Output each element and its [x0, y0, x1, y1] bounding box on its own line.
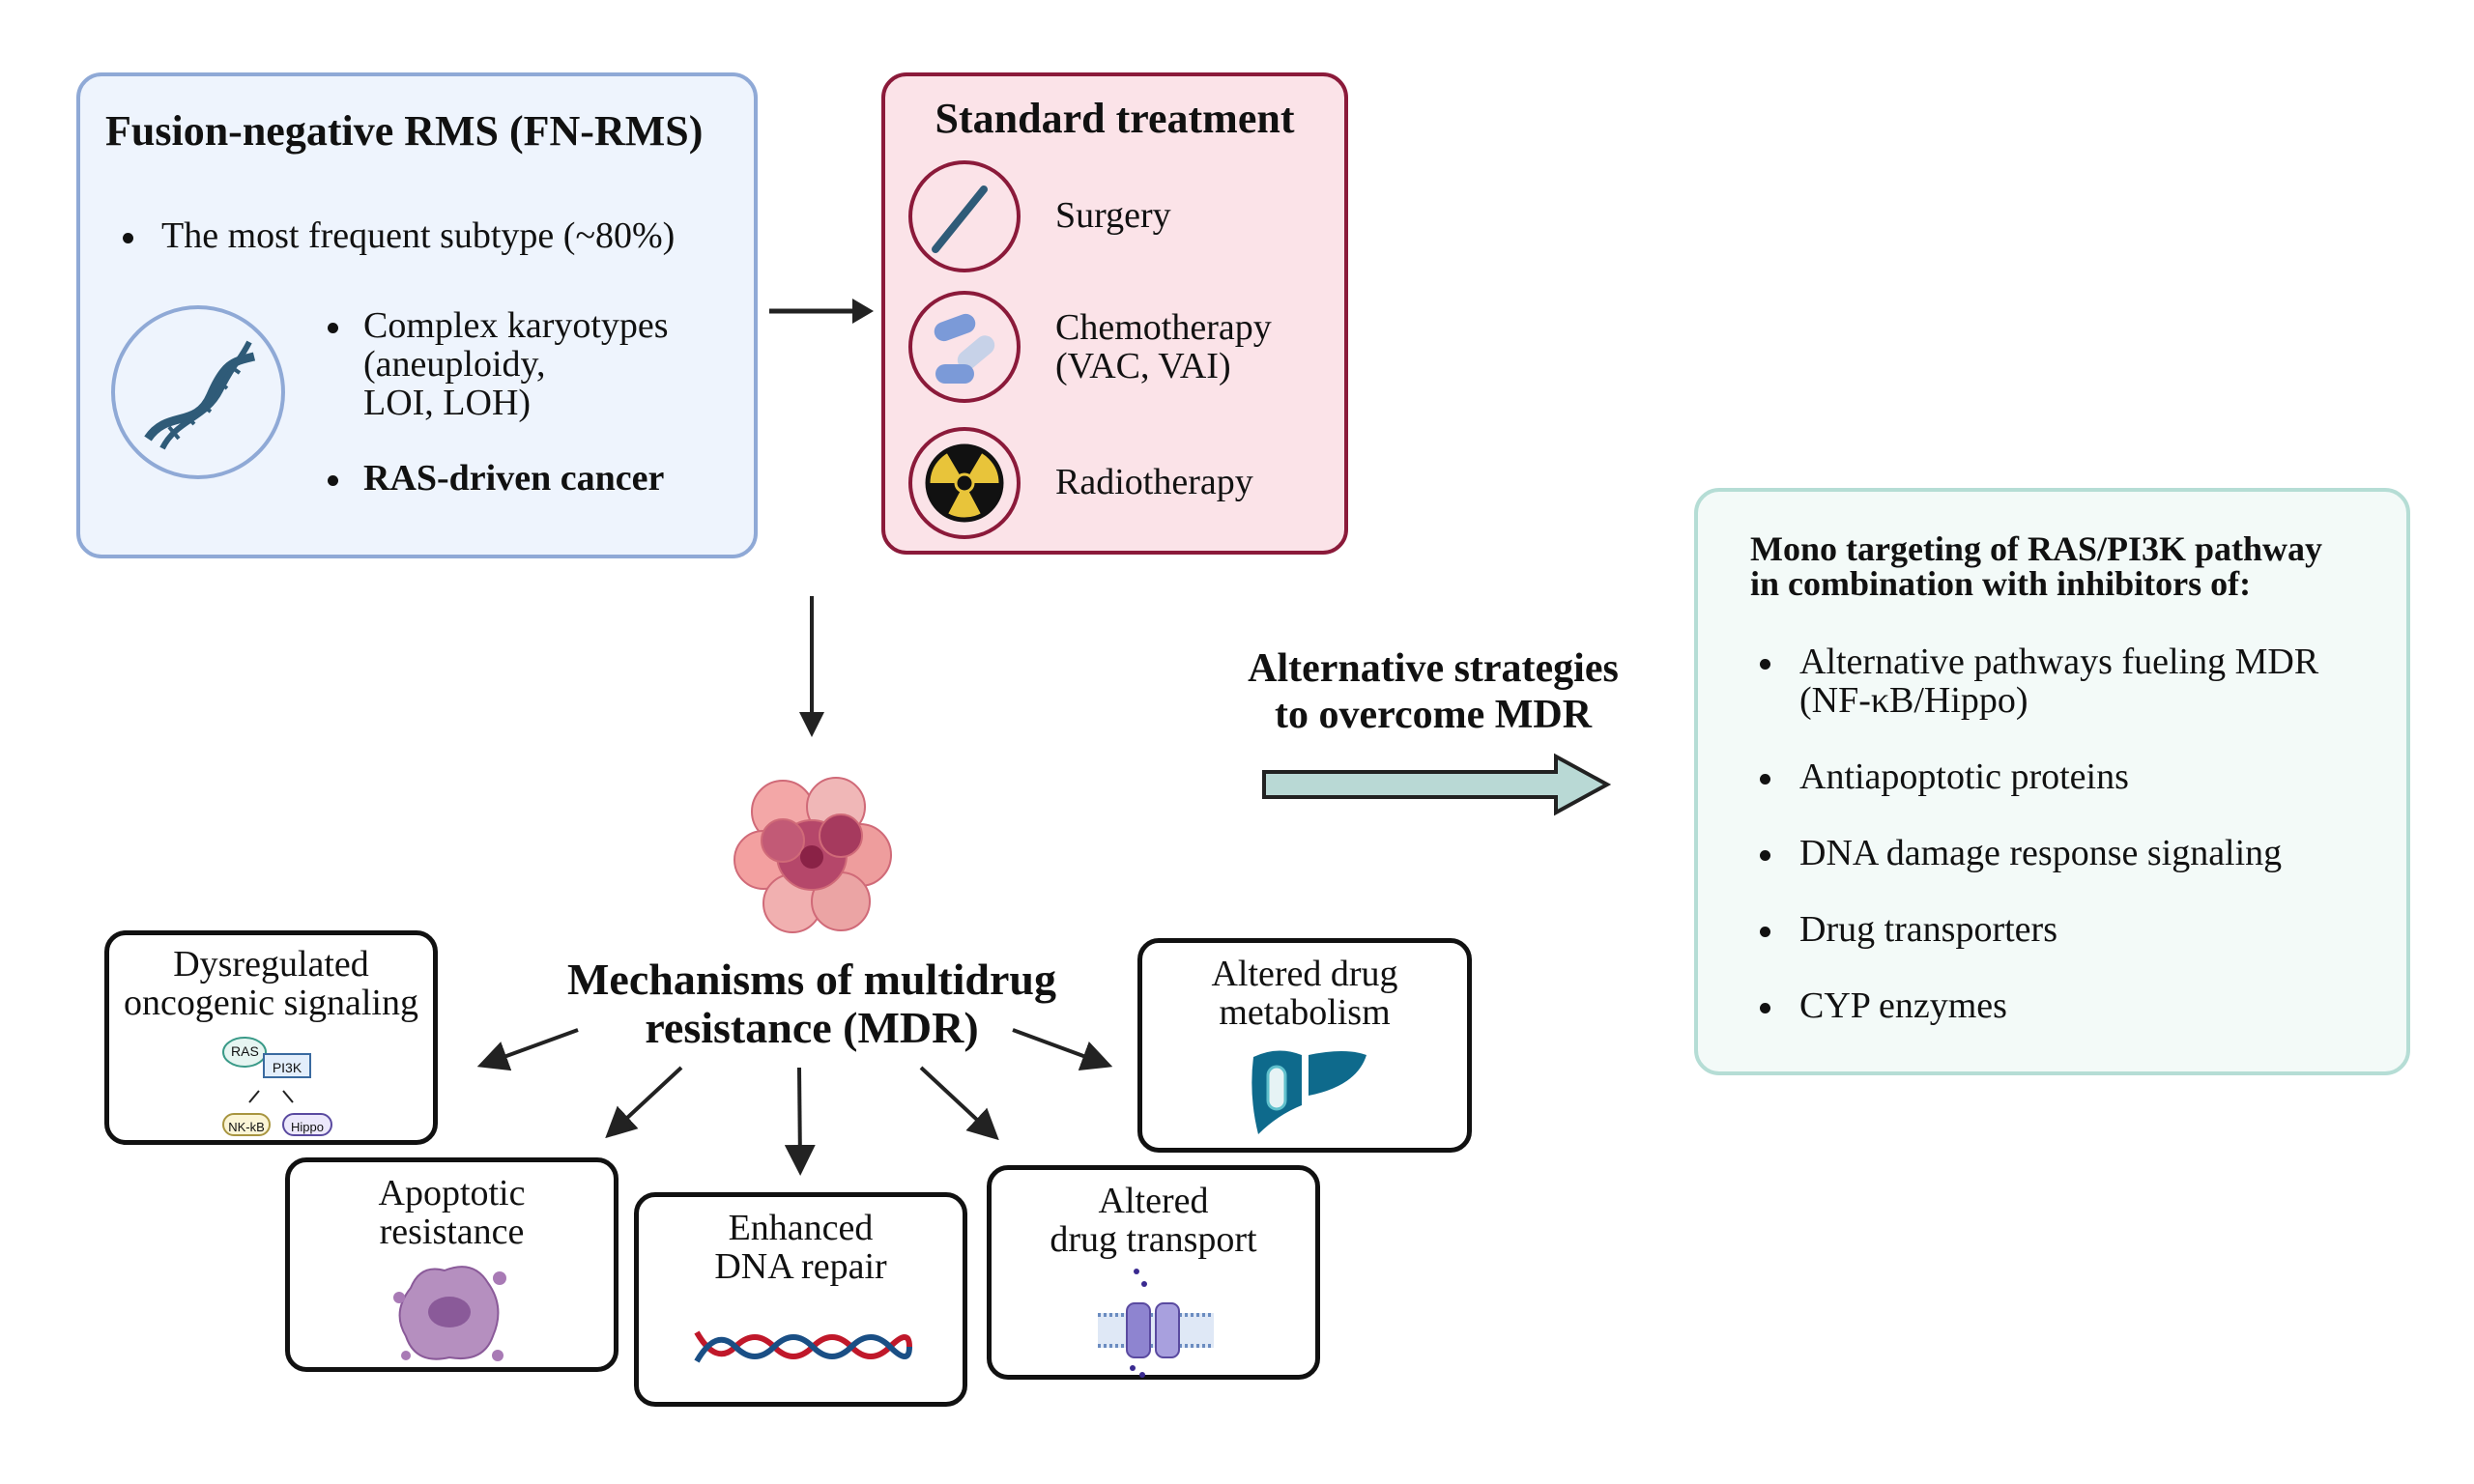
mechanism-drug-transport: Altered drug transport [987, 1165, 1320, 1380]
arrow-to-mdr [799, 596, 824, 737]
bullet-karyotypes: Complex karyotypes [363, 305, 669, 346]
bullet-karyotypes-3: LOI, LOH) [363, 383, 532, 423]
mech-label: Dysregulated [173, 944, 369, 985]
strategies-arrow [1262, 753, 1612, 816]
mech-label: DNA repair [714, 1246, 887, 1287]
dna-icon [111, 305, 285, 479]
target-ddr: DNA damage response signaling [1799, 833, 2283, 873]
mech-label: oncogenic signaling [124, 983, 418, 1023]
liver-icon [1251, 1050, 1366, 1134]
mdr-title-2: resistance (MDR) [645, 1003, 979, 1052]
mech-label: metabolism [1219, 992, 1391, 1033]
mech-label: drug transport [1050, 1219, 1257, 1260]
treatment-surgery: Surgery [1055, 195, 1171, 236]
mech-label: Altered drug [1211, 954, 1398, 994]
mech-label: Enhanced [728, 1208, 874, 1248]
mechanism-drug-metabolism: Altered drug metabolism [1137, 938, 1472, 1153]
treatment-title: Standard treatment [935, 95, 1295, 142]
node-pi3k: PI3K [272, 1060, 302, 1075]
signaling-pathway-icon [222, 1037, 332, 1136]
node-nfkb: NK-kB [228, 1120, 265, 1134]
mech-label: Altered [1098, 1181, 1209, 1221]
target-antiapoptotic: Antiapoptotic proteins [1799, 756, 2129, 797]
radiation-icon [908, 427, 1021, 539]
apoptotic-cell-icon [393, 1266, 506, 1361]
treatment-box: Standard treatment Surgery Chemotherapy … [881, 72, 1348, 555]
treatment-chemo: Chemotherapy [1055, 307, 1272, 348]
target-alt-pathways-2: (NF-κB/Hippo) [1799, 680, 2028, 721]
scalpel-icon [908, 160, 1021, 272]
targeting-box: Mono targeting of RAS/PI3K pathway in co… [1694, 488, 2410, 1075]
mech-label: Apoptotic [378, 1173, 526, 1213]
transporter-icon [1098, 1269, 1214, 1378]
arrow-to-treatment [769, 299, 874, 324]
bullet-karyotypes-2: (aneuploidy, [363, 344, 546, 385]
strategies-line1: Alternative strategies [1248, 646, 1619, 691]
strategies-line2: to overcome MDR [1274, 693, 1593, 737]
pills-icon [908, 291, 1021, 403]
node-ras: RAS [231, 1043, 259, 1059]
tumor-cells-icon [734, 777, 892, 933]
targeting-title-1: Mono targeting of RAS/PI3K pathway [1750, 529, 2322, 568]
dna-repair-icon [694, 1330, 912, 1363]
mechanism-oncogenic-signaling: Dysregulated oncogenic signaling RAS PI3… [104, 930, 438, 1145]
treatment-chemo-regimens: (VAC, VAI) [1055, 346, 1231, 386]
target-transporters: Drug transporters [1799, 909, 2057, 950]
target-alt-pathways: Alternative pathways fueling MDR [1799, 642, 2319, 682]
target-cyp: CYP enzymes [1799, 985, 2007, 1026]
node-hippo: Hippo [291, 1120, 324, 1134]
bullet-frequent: The most frequent subtype (~80%) [161, 215, 676, 256]
mechanism-dna-repair: Enhanced DNA repair [634, 1192, 967, 1407]
fn-rms-box: Fusion-negative RMS (FN-RMS) The most fr… [76, 72, 758, 558]
bullet-ras-driven: RAS-driven cancer [363, 458, 665, 499]
mdr-title-1: Mechanisms of multidrug [567, 955, 1056, 1004]
treatment-radio: Radiotherapy [1055, 462, 1253, 502]
mechanism-apoptotic-resistance: Apoptotic resistance [285, 1157, 618, 1372]
fn-rms-title: Fusion-negative RMS (FN-RMS) [105, 107, 704, 155]
targeting-title-2: in combination with inhibitors of: [1750, 564, 2252, 603]
mech-label: resistance [379, 1212, 525, 1252]
